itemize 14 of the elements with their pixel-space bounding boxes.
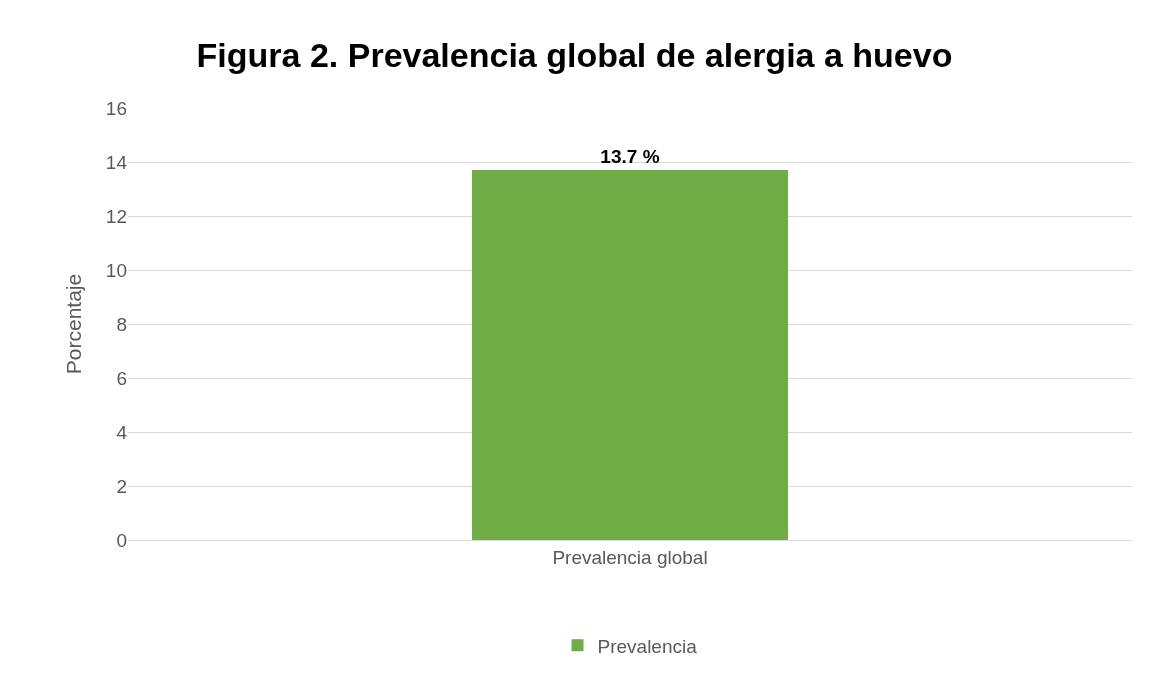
y-tick-label: 14 <box>105 151 128 173</box>
chart-title: Figura 2. Prevalencia global de alergia a huevo <box>196 36 953 75</box>
legend-label: Prevalencia <box>597 635 698 657</box>
y-tick-label: 12 <box>105 205 127 227</box>
y-tick-label: 4 <box>116 421 128 443</box>
y-axis-title: Porcentaje <box>62 273 86 375</box>
y-tick-label: 16 <box>105 97 127 119</box>
y-tick-label: 2 <box>116 475 127 497</box>
data-label: 13.7 % <box>600 146 660 168</box>
y-tick-label: 10 <box>105 259 127 281</box>
y-tick-label: 0 <box>116 529 127 551</box>
x-tick-label: Prevalencia global <box>552 546 708 568</box>
y-tick-label: 6 <box>116 367 127 389</box>
y-tick-label: 8 <box>116 313 127 335</box>
